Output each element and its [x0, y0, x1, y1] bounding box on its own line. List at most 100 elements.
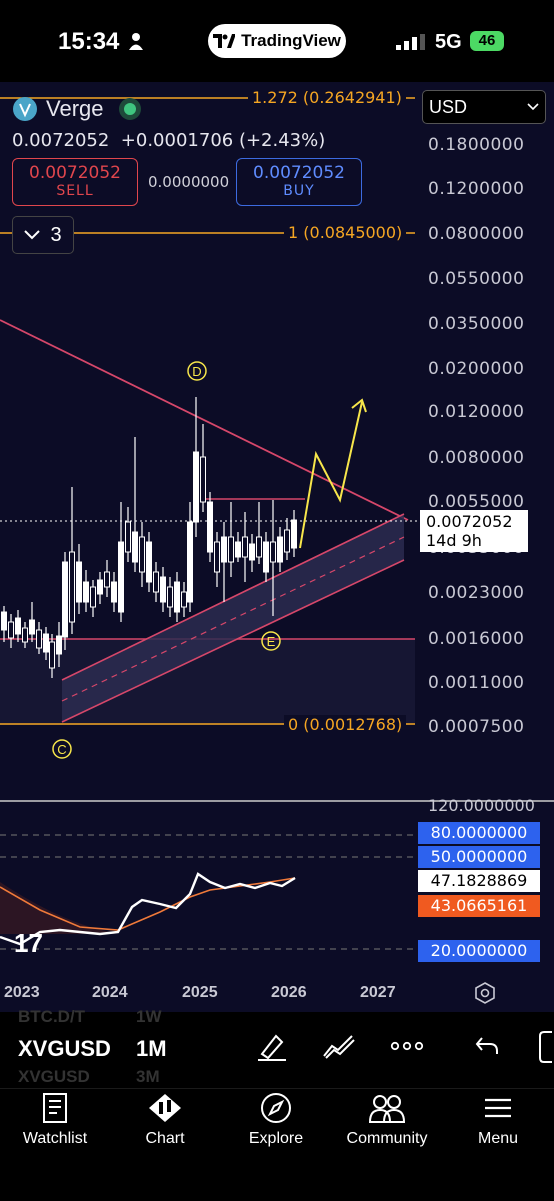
channel-mid — [61, 536, 405, 702]
year-label: 2027 — [360, 984, 396, 1001]
nav-menu[interactable]: Menu — [443, 1092, 553, 1148]
rsi-ma-value: 43.0665161 — [418, 895, 540, 917]
indicators-count: 3 — [50, 223, 62, 246]
candle-body — [132, 531, 138, 563]
candle-body — [181, 591, 187, 608]
watchlist-icon — [43, 1093, 67, 1123]
candle-body — [235, 541, 241, 558]
candle-body — [174, 581, 180, 613]
candle-body — [242, 536, 248, 558]
candle-body — [263, 541, 269, 573]
wave-label-e: E — [261, 631, 281, 651]
indicators-icon[interactable] — [322, 1034, 356, 1060]
price-change: 0.0072052 +0.0001706 (+2.43%) — [12, 130, 325, 151]
svg-text:C: C — [57, 742, 66, 757]
price-scale-label: 0.0200000 — [428, 359, 525, 379]
signal-icon — [396, 34, 425, 50]
candle-body — [97, 579, 103, 595]
candle-body — [207, 501, 213, 553]
nav-label: Community — [346, 1130, 428, 1147]
rsi-level-20: 20.0000000 — [418, 940, 540, 962]
price-scale-label: 0.1800000 — [428, 135, 525, 155]
sell-label: SELL — [56, 183, 94, 199]
symbol-name: Verge — [46, 96, 104, 121]
price-scale-label: 0.1200000 — [428, 179, 525, 199]
current-price-badge: 0.0072052 14d 9h — [420, 510, 528, 552]
candle-body — [36, 629, 42, 649]
fib-label-0: 0 (0.0012768) — [284, 715, 407, 734]
sell-price: 0.0072052 — [29, 163, 121, 183]
tradingview-logo-icon — [213, 34, 236, 48]
candle-body — [1, 611, 7, 631]
timeframe-selector[interactable]: 1M — [136, 1036, 167, 1061]
rsi-level-50: 50.0000000 — [418, 846, 540, 868]
price-scale-label: 0.0011000 — [428, 673, 525, 693]
person-icon — [129, 33, 143, 50]
year-label: 2026 — [271, 984, 307, 1001]
candle-body — [118, 541, 124, 613]
nav-explore[interactable]: Explore — [221, 1092, 331, 1148]
svg-text:D: D — [192, 364, 201, 379]
settings-hexagon-icon[interactable] — [474, 982, 496, 1004]
candle-body — [111, 581, 117, 603]
battery-icon: 46 — [470, 31, 504, 51]
price-scale-label: 0.0023000 — [428, 583, 525, 603]
sell-button[interactable]: 0.0072052 SELL — [12, 158, 138, 206]
undo-icon[interactable] — [474, 1034, 500, 1058]
currency-value: USD — [429, 96, 468, 117]
chevron-down-icon — [24, 230, 41, 240]
price-scale-label: 0.0007500 — [428, 717, 525, 737]
nav-community[interactable]: Community — [332, 1092, 442, 1148]
svg-text:E: E — [267, 634, 276, 649]
tradingview-watermark-icon: 17 — [14, 928, 43, 958]
rsi-level-80: 80.0000000 — [418, 822, 540, 844]
symbol-selector[interactable]: XVGUSD — [18, 1036, 111, 1061]
more-icon[interactable] — [390, 1040, 424, 1052]
community-icon — [369, 1095, 405, 1123]
network-type: 5G — [435, 31, 462, 53]
buy-price: 0.0072052 — [253, 163, 345, 183]
rsi-fill — [0, 882, 115, 934]
tradingview-pill-label: TradingView — [241, 31, 341, 50]
currency-select[interactable]: USD — [422, 90, 546, 124]
candle-body — [90, 586, 96, 608]
buy-button[interactable]: 0.0072052 BUY — [236, 158, 362, 206]
menu-icon — [485, 1098, 511, 1118]
price-chart[interactable]: D E C 17 — [0, 82, 554, 1012]
price-scale-label: 0.0550000 — [428, 269, 525, 289]
candle-body — [125, 521, 131, 553]
year-label: 2025 — [182, 984, 218, 1001]
rsi-axis-top: 120.0000000 — [428, 796, 535, 815]
fullscreen-icon[interactable] — [536, 1030, 554, 1064]
projection-path — [299, 401, 363, 549]
candle-body — [291, 519, 297, 549]
candle-body — [56, 635, 62, 655]
candle-body — [249, 543, 255, 561]
channel-lower — [61, 559, 405, 723]
tradingview-pill[interactable]: TradingView — [208, 24, 346, 58]
candle-body — [193, 451, 199, 523]
buy-label: BUY — [283, 183, 315, 199]
ghost-symbol-bottom: XVGUSD — [18, 1067, 90, 1086]
price-scale-label: 0.0800000 — [428, 224, 525, 244]
compass-icon — [261, 1093, 291, 1123]
rsi-ma-line — [0, 877, 296, 931]
candle-body — [200, 456, 206, 503]
candle-body — [29, 619, 35, 635]
candle-body — [146, 541, 152, 583]
descending-trendline — [0, 319, 409, 521]
candle-body — [139, 536, 145, 573]
candle-body — [153, 571, 159, 593]
ascending-channel — [62, 514, 404, 722]
candle-body — [214, 541, 220, 573]
nav-watchlist[interactable]: Watchlist — [0, 1092, 110, 1148]
candle-body — [43, 633, 49, 653]
indicators-toggle[interactable]: 3 — [12, 216, 74, 254]
candle-body — [76, 561, 82, 603]
verge-logo-icon — [13, 97, 37, 121]
nav-chart[interactable]: Chart — [110, 1092, 220, 1148]
market-open-icon — [119, 98, 141, 120]
price-scale-label: 0.0120000 — [428, 402, 525, 422]
drawing-pen-icon[interactable] — [256, 1032, 288, 1062]
status-bar: 15:34 TradingView 5G 46 — [0, 0, 554, 82]
